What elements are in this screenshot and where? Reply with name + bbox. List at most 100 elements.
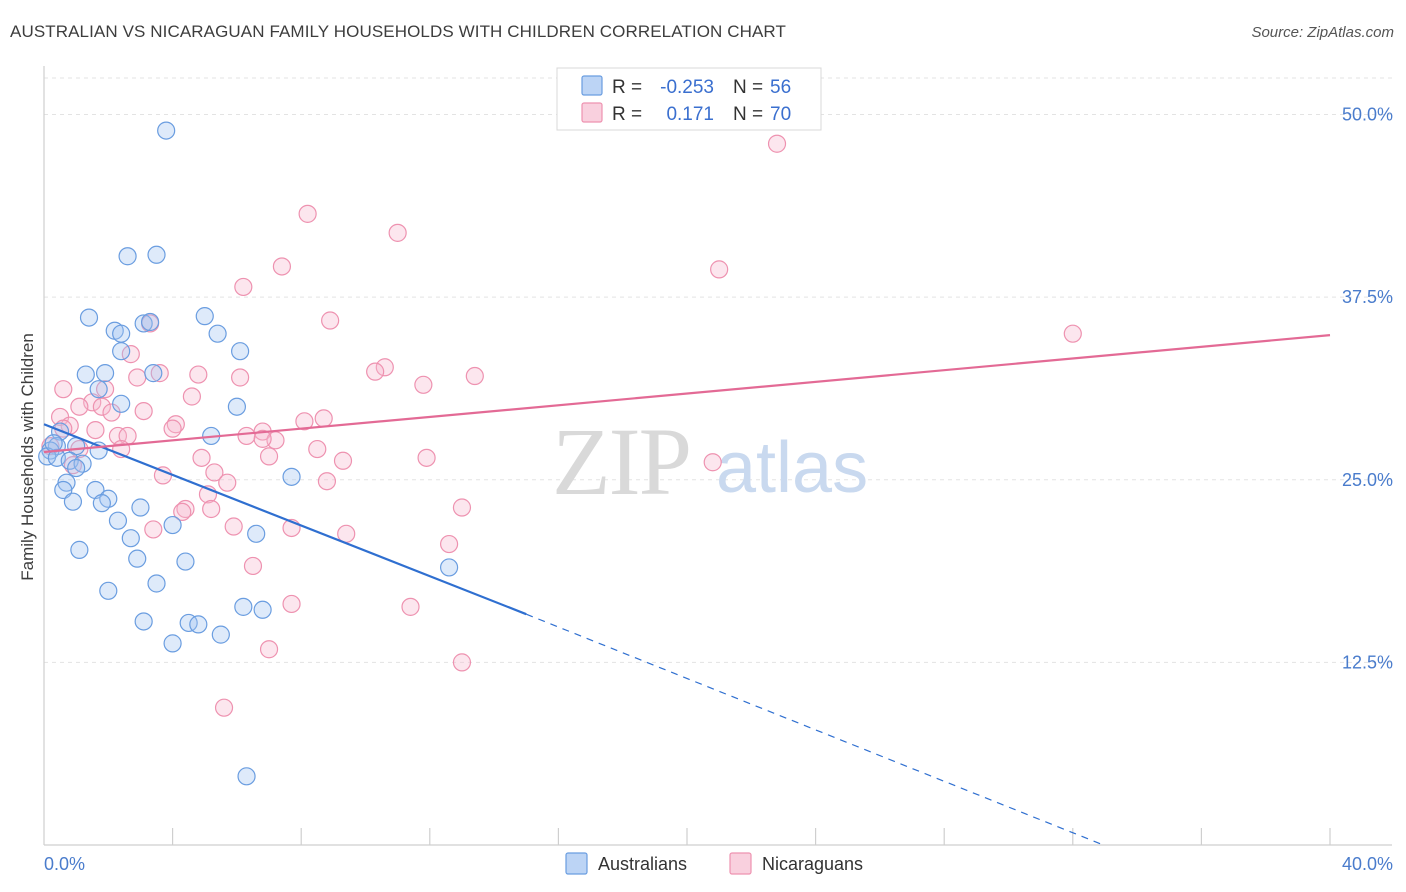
nicaraguans-point <box>189 365 208 384</box>
nicaraguans-point <box>214 698 234 717</box>
nicaraguans-point <box>231 368 250 387</box>
legend-n-value-australians: 56 <box>770 77 791 98</box>
australians-point <box>147 245 166 264</box>
y-tick-labels: 12.5% 25.0% 37.5% 50.0% <box>1342 105 1393 673</box>
australians-point <box>79 308 99 327</box>
australians-point <box>108 511 128 530</box>
australians-point <box>211 625 230 644</box>
australians-point <box>231 342 250 361</box>
legend-n-label-nicaraguans: N = <box>733 104 763 125</box>
nicaraguans-point <box>282 594 301 614</box>
australians-point <box>121 529 140 548</box>
nicaraguans-point <box>224 517 243 536</box>
legend-r-value-australians: -0.253 <box>660 77 714 98</box>
nicaraguans-point <box>259 640 279 659</box>
australians-point <box>439 558 459 577</box>
australians-point <box>54 480 73 500</box>
series-legend: Australians Nicaraguans <box>565 852 863 875</box>
australians-point <box>118 247 137 266</box>
y-tick-label: 12.5% <box>1342 652 1393 672</box>
australians-points <box>38 121 459 786</box>
australians-point <box>157 121 176 140</box>
legend-r-value-nicaraguans: 0.171 <box>666 104 714 125</box>
australians-point <box>128 549 147 568</box>
nicaraguans-point <box>375 358 394 377</box>
australians-point <box>179 613 198 633</box>
nicaraguans-point <box>205 463 224 482</box>
nicaraguans-point <box>86 420 105 440</box>
australians-point <box>95 364 115 383</box>
nicaraguans-point <box>703 453 722 472</box>
nicaraguans-point <box>317 472 337 491</box>
bottom-legend-swatch-nicaraguans <box>729 852 752 875</box>
nicaraguans-point <box>333 451 353 470</box>
australians-point <box>70 540 89 559</box>
bottom-legend-label-nicaraguans: Nicaraguans <box>762 854 863 874</box>
watermark: ZIP atlas <box>552 408 868 515</box>
legend-swatch-australians <box>581 75 603 96</box>
y-tick-label: 25.0% <box>1342 470 1393 490</box>
australians-point <box>112 342 131 361</box>
nicaraguans-point <box>95 380 115 399</box>
australians-point <box>63 492 83 511</box>
gridlines <box>44 77 1392 663</box>
australians-point <box>195 307 214 326</box>
nicaraguans-point <box>314 409 333 428</box>
australians-point <box>134 314 153 333</box>
nicaraguans-points <box>41 134 1082 717</box>
nicaraguans-point <box>237 426 256 446</box>
legend-swatch-nicaraguans <box>581 102 603 123</box>
x-tick-label-min: 0.0% <box>44 854 85 874</box>
nicaraguans-point <box>259 447 279 466</box>
australians-point <box>247 524 266 543</box>
australians-trend-line <box>43 423 527 616</box>
australians-point <box>176 552 195 571</box>
y-tick-label: 37.5% <box>1342 287 1393 307</box>
australians-point <box>140 312 160 332</box>
australians-point <box>163 515 182 535</box>
y-tick-label: 50.0% <box>1342 105 1393 125</box>
chart-source: Source: ZipAtlas.com <box>1251 24 1394 41</box>
bottom-legend-swatch-australians <box>565 852 588 875</box>
australians-point <box>234 597 253 616</box>
australians-point <box>163 634 182 653</box>
australians-point <box>112 394 131 413</box>
nicaraguans-point <box>163 419 182 438</box>
nicaraguans-point <box>452 498 472 517</box>
australians-point <box>99 581 118 600</box>
correlation-legend: R = -0.253 N = 56 R = 0.171 N = 70 <box>556 67 822 131</box>
nicaraguans-point <box>452 653 472 672</box>
nicaraguans-point <box>176 499 195 519</box>
australians-point <box>92 494 111 513</box>
australians-point <box>227 397 246 416</box>
nicaraguans-point <box>202 499 221 519</box>
nicaraguans-point <box>465 366 484 386</box>
trend-lines <box>43 334 1331 846</box>
australians-point <box>189 615 208 634</box>
nicaraguans-point <box>173 502 192 522</box>
nicaraguans-point <box>295 412 314 431</box>
nicaraguans-point <box>54 380 73 399</box>
australians-point <box>89 380 108 399</box>
watermark-zip: ZIP <box>552 408 690 515</box>
nicaraguans-point <box>272 257 292 276</box>
nicaraguans-point <box>366 362 385 381</box>
nicaraguans-point <box>144 520 163 539</box>
nicaraguans-point <box>134 401 153 421</box>
bottom-legend-label-australians: Australians <box>598 854 687 874</box>
legend-n-value-nicaraguans: 70 <box>770 104 791 125</box>
nicaraguans-point <box>218 473 237 492</box>
nicaraguans-point <box>388 223 407 242</box>
australians-point <box>112 324 131 343</box>
australians-point <box>282 467 301 486</box>
australians-point <box>147 574 166 593</box>
nicaraguans-point <box>321 311 340 330</box>
australians-point <box>253 600 272 619</box>
nicaraguans-point <box>182 387 201 406</box>
nicaraguans-point <box>128 368 147 387</box>
legend-r-label-nicaraguans: R = <box>612 104 642 125</box>
nicaraguans-point <box>150 364 169 383</box>
nicaraguans-trend-line <box>43 334 1331 454</box>
x-tick-label-max: 40.0% <box>1342 854 1393 874</box>
